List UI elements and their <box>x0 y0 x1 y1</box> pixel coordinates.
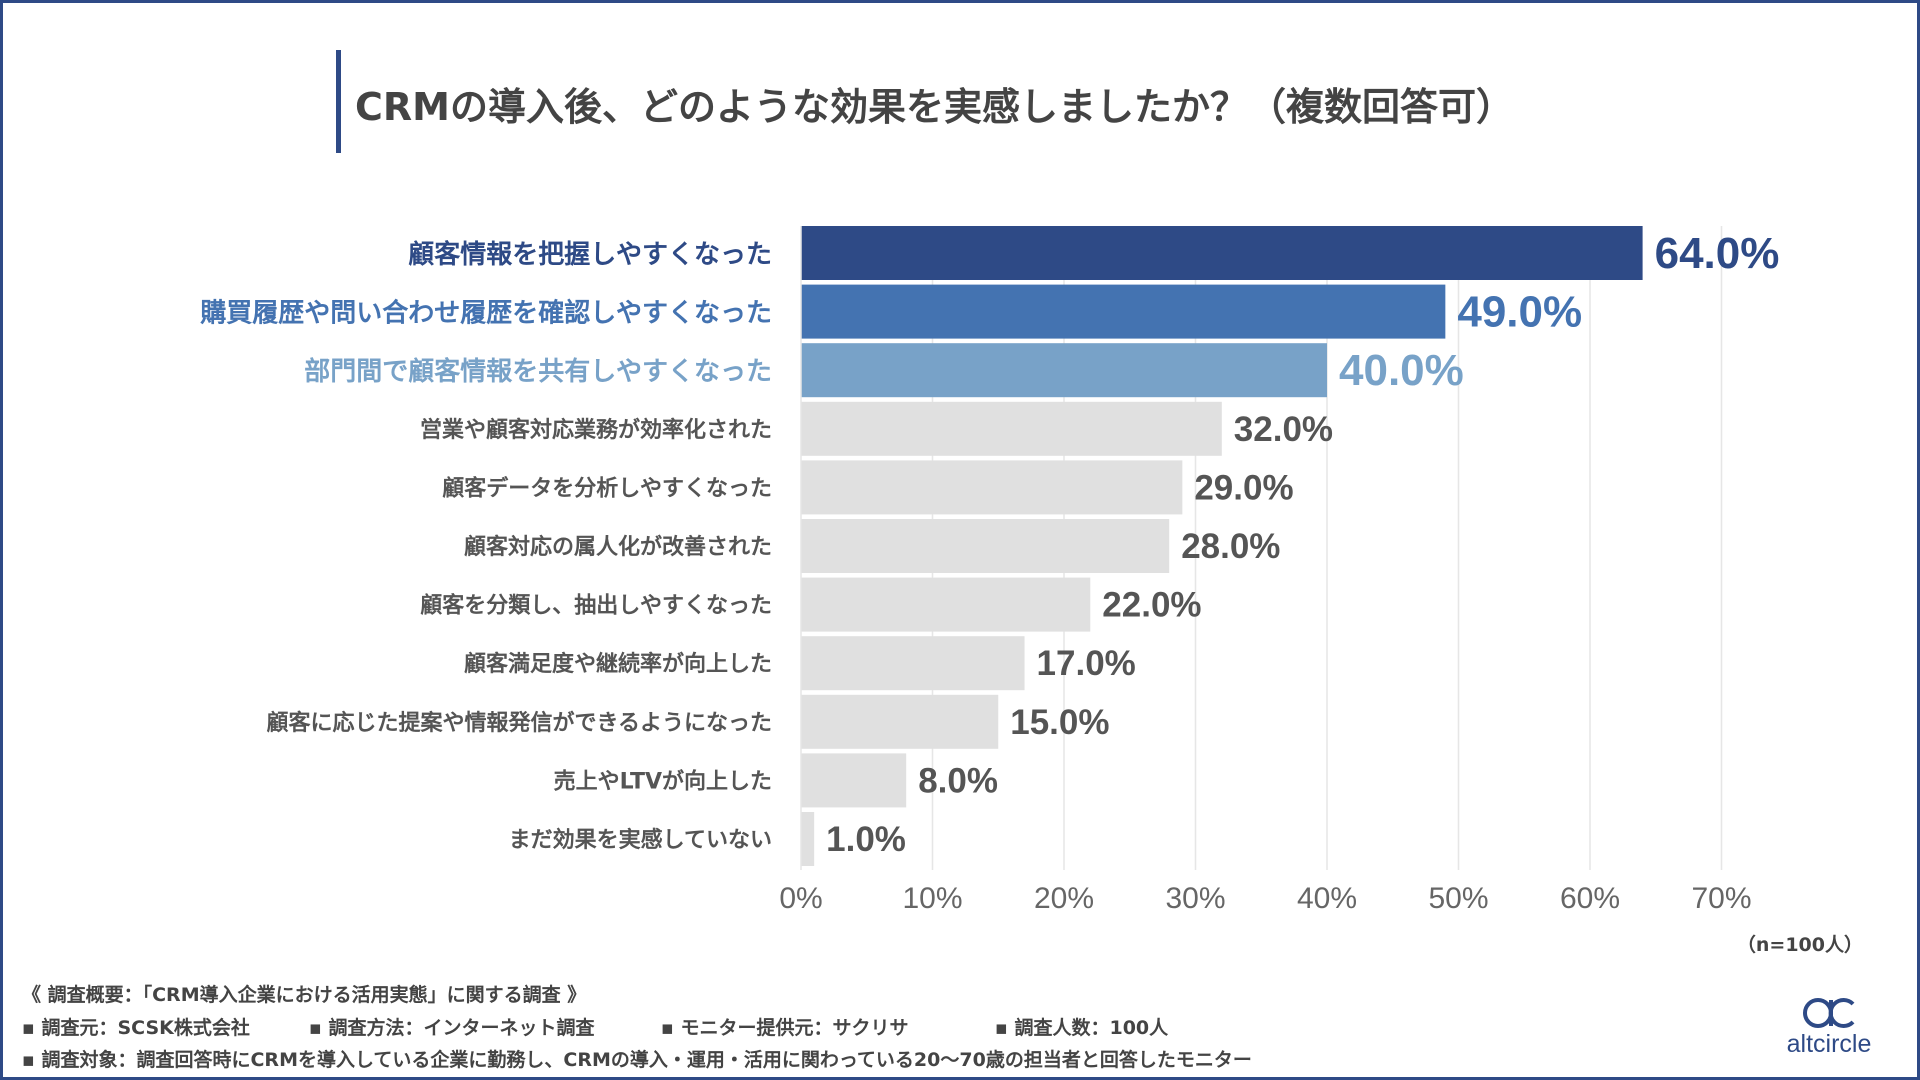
title-accent-bar <box>336 50 341 153</box>
category-label: 売上やLTVが向上した <box>554 768 772 794</box>
bar <box>801 519 1170 573</box>
x-tick-label: 70% <box>1691 882 1751 915</box>
value-label: 15.0% <box>1010 703 1109 742</box>
category-label: 営業や顧客対応業務が効率化された <box>420 417 772 443</box>
value-label: 32.0% <box>1234 410 1333 449</box>
value-label: 49.0% <box>1457 288 1582 337</box>
survey-target: ▪ 調査対象：調査回答時にCRMを導入している企業に勤務し、CRMの導入・運用・… <box>22 1049 1252 1071</box>
category-label: 顧客に応じた提案や情報発信ができるようになった <box>266 710 772 736</box>
category-label: 部門間で顧客情報を共有しやすくなった <box>304 356 772 387</box>
bar <box>801 401 1222 456</box>
survey-summary: 《 調査概要：「CRM導入企業における活用実態」に関する調査 》 <box>22 984 587 1006</box>
survey-method: ▪ 調査方法：インターネット調査 <box>309 1017 595 1039</box>
category-label: 顧客対応の属人化が改善された <box>464 534 772 560</box>
survey-count: ▪ 調査人数：100人 <box>995 1017 1169 1039</box>
survey-source: ▪ 調査元：SCSK株式会社 <box>22 1017 250 1039</box>
category-label: 顧客満足度や継続率が向上した <box>464 651 772 677</box>
x-tick-label: 20% <box>1034 882 1094 915</box>
bar <box>801 226 1643 280</box>
bar <box>801 753 907 808</box>
chart-title: CRMの導入後、どのような効果を実感しましたか？（複数回答可） <box>355 85 1514 129</box>
bar <box>801 812 815 866</box>
bar-chart: 0% 10% 20% 30% 40% 50% 60% 70% 顧客情報を把握しやすくなった 64.… <box>200 226 1780 915</box>
x-tick-label: 40% <box>1297 882 1357 915</box>
x-tick-label: 10% <box>902 882 962 915</box>
sample-size-note: （n=100人） <box>1736 934 1863 956</box>
category-label: 顧客情報を把握しやすくなった <box>408 239 772 270</box>
bar <box>801 343 1327 398</box>
survey-details: ▪ 調査元：SCSK株式会社 ▪ 調査方法：インターネット調査 ▪ モニター提供元：… <box>22 1013 1168 1040</box>
bar <box>801 577 1091 632</box>
bar <box>801 460 1183 515</box>
category-label: まだ効果を実感していない <box>509 827 772 853</box>
x-tick-label: 0% <box>779 882 822 915</box>
value-label: 29.0% <box>1194 468 1293 507</box>
altcircle-logo: altcircle <box>1774 996 1884 1059</box>
survey-monitor: ▪ モニター提供元：サクリサ <box>661 1017 909 1039</box>
value-label: 8.0% <box>918 761 998 800</box>
category-label: 顧客を分類し、抽出しやすくなった <box>420 593 772 619</box>
bar <box>801 694 999 749</box>
altcircle-logo-mark <box>1803 998 1855 1028</box>
x-tick-label: 30% <box>1165 882 1225 915</box>
value-label: 17.0% <box>1037 644 1136 683</box>
category-label: 顧客データを分析しやすくなった <box>442 475 772 501</box>
value-label: 64.0% <box>1655 229 1780 278</box>
category-label: 購買履歴や問い合わせ履歴を確認しやすくなった <box>200 298 772 329</box>
altcircle-brand: altcircle <box>1786 1030 1872 1058</box>
value-label: 1.0% <box>826 820 906 859</box>
x-tick-label: 60% <box>1560 882 1620 915</box>
value-label: 22.0% <box>1102 586 1201 625</box>
value-label: 40.0% <box>1339 346 1464 395</box>
x-tick-label: 50% <box>1428 882 1488 915</box>
value-label: 28.0% <box>1181 527 1280 566</box>
bar <box>801 284 1446 339</box>
bar <box>801 636 1025 691</box>
